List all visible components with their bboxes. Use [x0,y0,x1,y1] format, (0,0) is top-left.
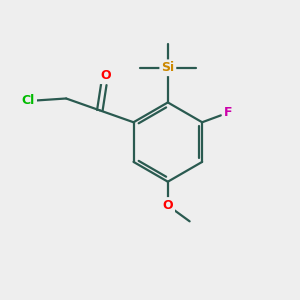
Text: O: O [100,69,111,82]
Text: Si: Si [161,61,174,74]
Text: O: O [163,199,173,212]
Text: F: F [224,106,232,119]
Text: Cl: Cl [22,94,35,107]
